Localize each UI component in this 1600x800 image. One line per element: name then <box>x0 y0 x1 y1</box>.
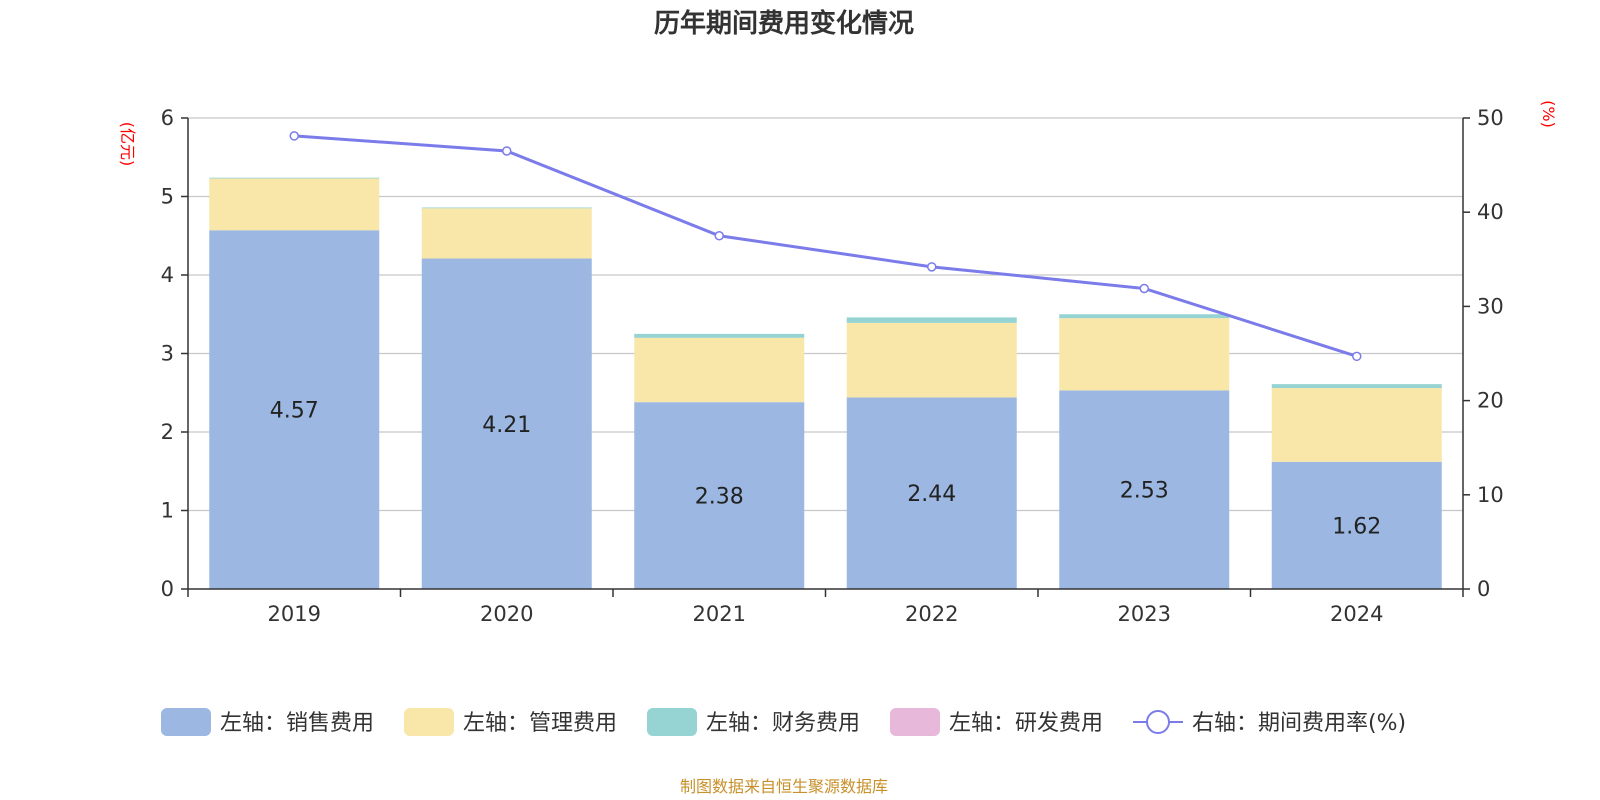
left-axis-unit: (亿元) <box>118 122 137 167</box>
source-note: 制图数据来自恒生聚源数据库 <box>680 777 888 796</box>
bar-segment-1-2022 <box>846 322 1017 398</box>
right-axis-tick-label: 10 <box>1477 483 1504 507</box>
right-axis-tick-label: 30 <box>1477 294 1504 318</box>
bar-value-label: 2.38 <box>695 485 744 510</box>
bar-segment-1-2020 <box>421 208 592 259</box>
axes: 0 1 2 3 4 5 6 0 10 20 30 40 50 2019 2020 2021 2022 2023 20… <box>161 106 1504 626</box>
rate-point <box>1352 351 1362 362</box>
bar-value-label: 2.44 <box>907 482 956 507</box>
legend-label: 右轴：期间费用率(%) <box>1192 711 1406 736</box>
bar-segment-2-2019 <box>209 177 380 179</box>
bar-segment-1-2019 <box>209 178 380 231</box>
bar-segment-2-2022 <box>846 317 1017 323</box>
right-axis-tick-label: 0 <box>1477 577 1490 601</box>
legend-swatch-marker <box>1146 710 1170 734</box>
bar-value-label: 1.62 <box>1332 514 1381 539</box>
chart-title: 历年期间费用变化情况 <box>654 8 914 39</box>
legend-label: 左轴：管理费用 <box>463 711 617 736</box>
legend-label: 左轴：销售费用 <box>220 711 374 736</box>
left-axis-tick-label: 5 <box>161 185 174 209</box>
legend-swatch <box>404 708 454 736</box>
x-axis-tick-label: 2020 <box>480 602 533 626</box>
x-axis-tick-label: 2024 <box>1330 602 1383 626</box>
bar-segment-1-2023 <box>1059 318 1230 391</box>
bar-segment-2-2024 <box>1271 384 1442 389</box>
rate-point <box>714 231 724 241</box>
legend-swatch <box>890 708 940 736</box>
bar-segment-0-2021 <box>634 402 805 589</box>
bar-segment-0-2022 <box>846 397 1017 589</box>
legend-swatch <box>647 708 697 736</box>
left-axis-tick-label: 1 <box>161 499 174 523</box>
bar-segment-2-2021 <box>634 333 805 338</box>
right-axis-tick-label: 40 <box>1477 200 1504 224</box>
bar-segment-0-2020 <box>421 258 592 589</box>
rate-point <box>1139 283 1149 294</box>
rate-point <box>502 146 512 156</box>
bar-value-label: 4.21 <box>482 413 531 438</box>
gridlines <box>188 117 1463 512</box>
bar-segment-1-2021 <box>634 337 805 403</box>
legend-label: 左轴：研发费用 <box>949 711 1103 736</box>
bar-series <box>209 177 1442 589</box>
left-axis-tick-label: 3 <box>161 342 174 366</box>
x-axis-tick-label: 2023 <box>1118 602 1171 626</box>
rate-point <box>927 262 937 272</box>
x-axis-tick-label: 2019 <box>268 602 321 626</box>
rate-line-series <box>289 131 1362 362</box>
right-axis-tick-label: 50 <box>1477 106 1504 130</box>
rate-line <box>294 134 1358 358</box>
bar-segment-0-2024 <box>1271 461 1442 589</box>
bar-segment-0-2023 <box>1059 390 1230 589</box>
bar-segment-2-2020 <box>421 207 592 209</box>
bar-value-label: 2.53 <box>1120 479 1169 504</box>
x-axis-tick-label: 2021 <box>693 602 746 626</box>
x-axis-tick-label: 2022 <box>905 602 958 626</box>
bar-value-labels: 4.57 4.21 2.38 2.44 2.53 1.62 <box>270 399 1381 540</box>
legend-label: 左轴：财务费用 <box>706 711 860 736</box>
right-axis-unit: (%) <box>1539 100 1558 128</box>
legend-swatch <box>161 708 211 736</box>
rate-point <box>289 131 299 141</box>
left-axis-tick-label: 0 <box>161 577 174 601</box>
bar-value-label: 4.57 <box>270 399 319 424</box>
bar-segment-1-2024 <box>1271 388 1442 462</box>
left-axis-tick-label: 6 <box>161 106 174 130</box>
bar-segment-0-2019 <box>209 230 380 589</box>
bar-segment-2-2023 <box>1059 314 1230 319</box>
right-axis-tick-label: 20 <box>1477 389 1504 413</box>
legend: 左轴：销售费用 左轴：管理费用 左轴：财务费用 左轴：研发费用 右轴：期间费用率(%) <box>161 708 1406 736</box>
left-axis-tick-label: 4 <box>161 263 174 287</box>
left-axis-tick-label: 2 <box>161 420 174 444</box>
